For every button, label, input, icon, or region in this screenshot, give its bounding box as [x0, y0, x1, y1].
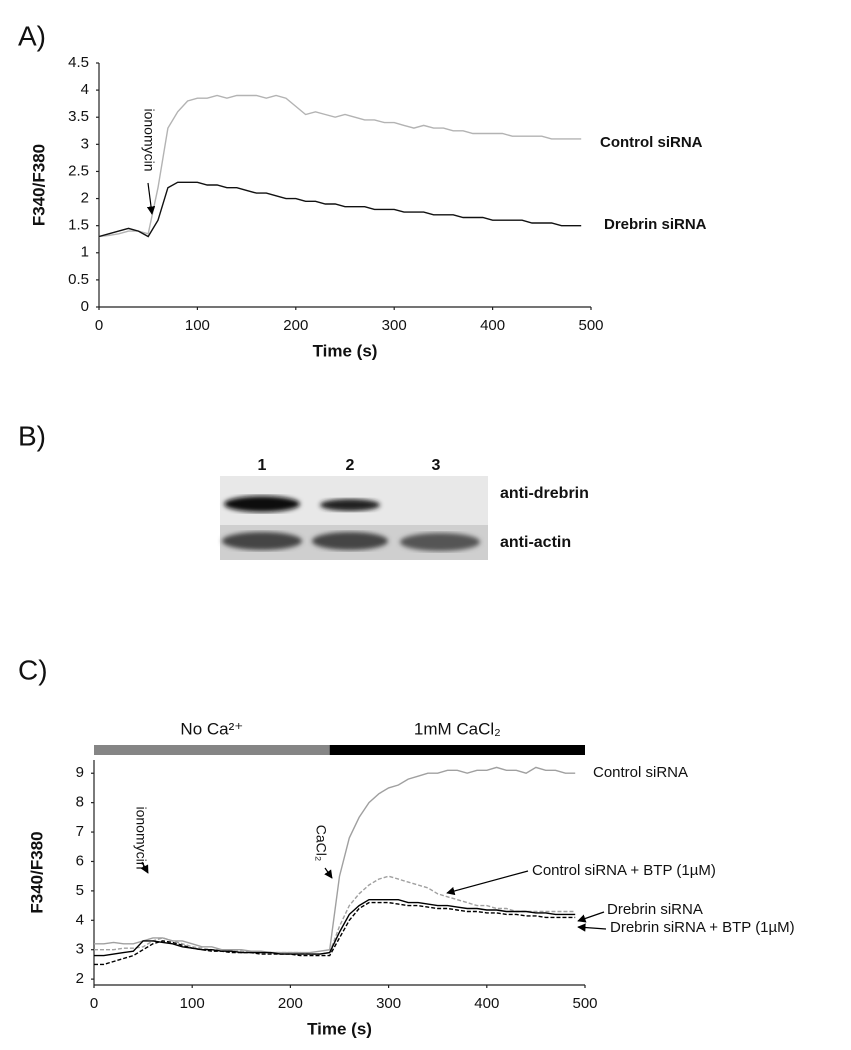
x-tick-label: 100: [185, 317, 210, 334]
annotation: ionomycin: [133, 806, 149, 869]
x-tick-label: 100: [180, 995, 205, 1012]
condition-label: No Ca²⁺: [180, 719, 243, 738]
x-tick-label: 300: [382, 317, 407, 334]
series-label: Control siRNA: [593, 764, 688, 781]
annotation-arrow: [146, 182, 156, 215]
x-tick-label: 0: [90, 995, 98, 1012]
series-line: [98, 181, 582, 238]
x-tick-label: 500: [578, 317, 603, 334]
x-tick-label: 200: [278, 995, 303, 1012]
lane-label: 2: [346, 457, 355, 474]
y-tick-label: 3.5: [68, 108, 89, 125]
series-label: Drebrin siRNA: [607, 901, 703, 918]
band: [400, 533, 480, 551]
band: [222, 532, 302, 550]
band: [312, 532, 388, 550]
panel-label: C): [18, 654, 48, 685]
x-axis-title: Time (s): [313, 341, 378, 360]
annotation: CaCl₂: [313, 825, 329, 862]
y-tick-label: 0.5: [68, 271, 89, 288]
band: [320, 499, 380, 511]
y-tick-label: 6: [76, 852, 84, 869]
label-arrow: [577, 911, 605, 923]
annotation: ionomycin: [141, 108, 157, 171]
panel-label: A): [18, 20, 46, 51]
x-tick-label: 400: [480, 317, 505, 334]
condition-label: 1mM CaCl₂: [414, 719, 501, 738]
y-tick-label: 4: [76, 911, 84, 928]
y-tick-label: 4.5: [68, 54, 89, 71]
series-line: [94, 899, 576, 957]
series-label: Control siRNA + BTP (1µM): [532, 862, 716, 879]
x-axis-title: Time (s): [307, 1019, 372, 1038]
lane-label: 3: [432, 457, 441, 474]
y-tick-label: 0: [81, 298, 89, 315]
y-tick-label: 7: [76, 823, 84, 840]
series-label: Drebrin siRNA: [604, 216, 707, 233]
x-tick-label: 0: [95, 317, 103, 334]
condition-bar: [329, 745, 585, 755]
y-axis-title: F340/F380: [27, 831, 46, 913]
y-tick-label: 8: [76, 794, 84, 811]
y-axis-title: F340/F380: [29, 144, 48, 226]
series-line: [94, 901, 576, 966]
series-line: [98, 94, 582, 238]
x-tick-label: 300: [376, 995, 401, 1012]
series-label: Control siRNA: [600, 134, 703, 151]
y-tick-label: 2: [81, 190, 89, 207]
y-tick-label: 4: [81, 81, 89, 98]
annotation-arrow: [140, 861, 149, 874]
x-tick-label: 200: [283, 317, 308, 334]
condition-bar: [94, 745, 330, 755]
label-arrow: [446, 870, 529, 896]
y-tick-label: 1.5: [68, 217, 89, 234]
series-label: Drebrin siRNA + BTP (1µM): [610, 919, 795, 936]
y-tick-label: 3: [81, 135, 89, 152]
label-arrow: [577, 923, 607, 932]
series-line: [94, 766, 576, 954]
y-tick-label: 5: [76, 882, 84, 899]
y-tick-label: 9: [76, 764, 84, 781]
x-tick-label: 400: [474, 995, 499, 1012]
y-tick-label: 2: [76, 970, 84, 987]
lane-label: 1: [258, 457, 267, 474]
annotation-arrow: [324, 867, 333, 879]
row-label: anti-actin: [500, 534, 571, 551]
y-tick-label: 3: [76, 941, 84, 958]
y-tick-label: 1: [81, 244, 89, 261]
band: [224, 496, 300, 512]
row-label: anti-drebrin: [500, 485, 589, 502]
series-line: [94, 875, 576, 955]
x-tick-label: 500: [572, 995, 597, 1012]
panel-label: B): [18, 420, 46, 451]
y-tick-label: 2.5: [68, 162, 89, 179]
blot: [220, 476, 488, 560]
